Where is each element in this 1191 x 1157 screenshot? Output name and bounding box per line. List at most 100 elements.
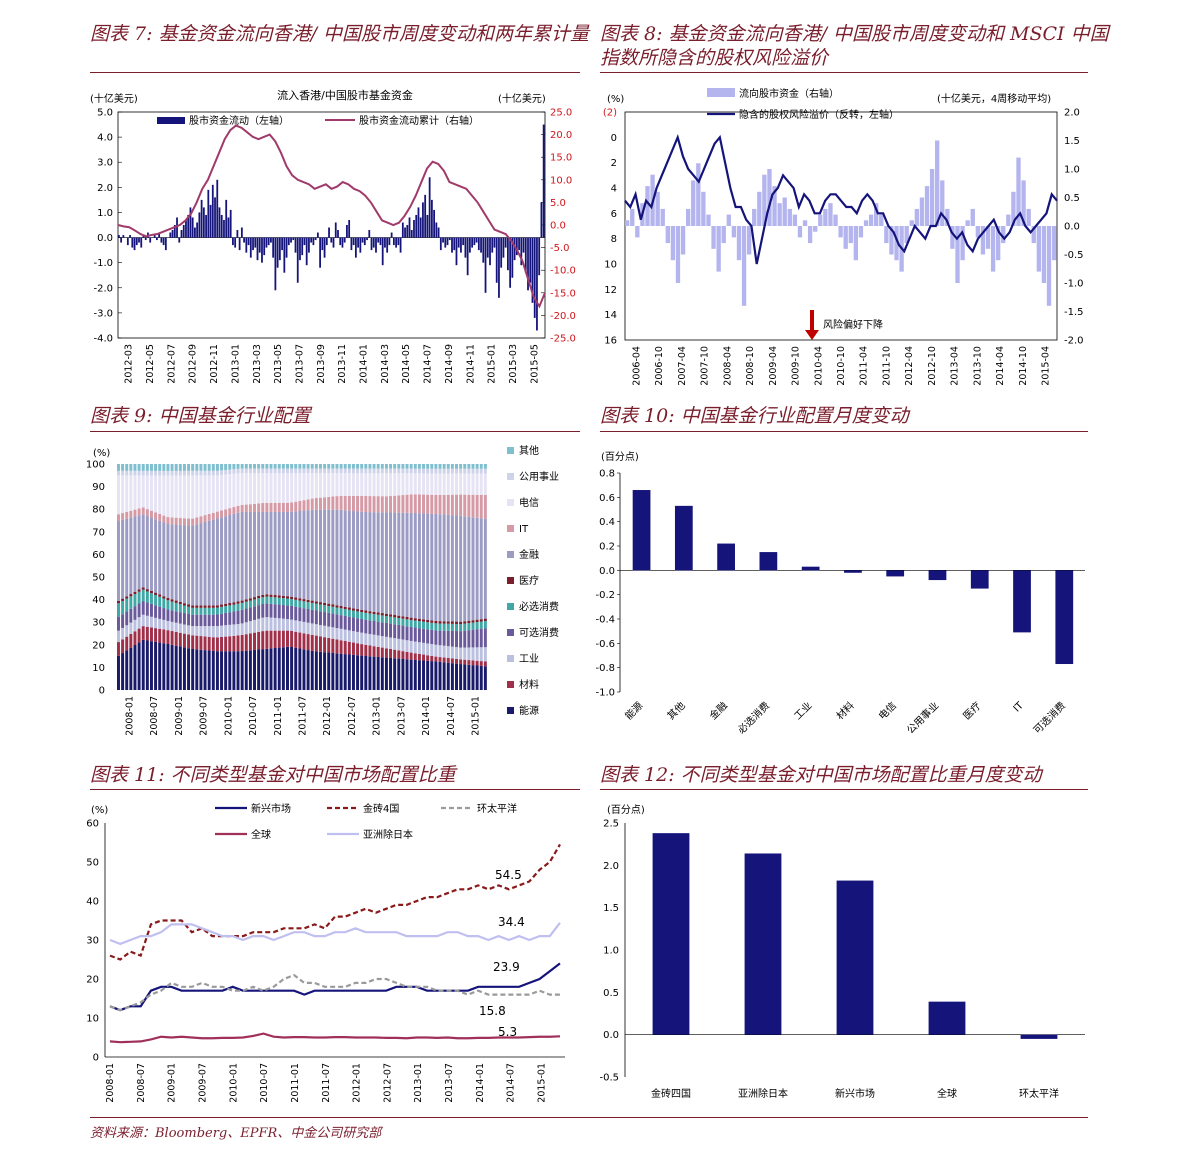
stacked-segment — [187, 475, 191, 519]
flow-bar — [171, 230, 174, 238]
stacked-segment — [364, 511, 368, 611]
y-tick-label: 30 — [86, 936, 99, 947]
stacked-segment — [298, 632, 302, 649]
stacked-segment — [145, 470, 149, 476]
x-tick-label: 2010-01 — [223, 696, 234, 736]
stacked-segment — [372, 634, 376, 647]
stacked-segment — [240, 473, 244, 505]
stacked-segment — [290, 464, 294, 469]
stacked-segment — [203, 650, 207, 690]
stacked-segment — [389, 468, 393, 474]
x-tick-label: 2009-01 — [174, 696, 185, 736]
stacked-segment — [166, 620, 170, 631]
stacked-segment — [228, 612, 232, 625]
stacked-segment — [195, 614, 199, 627]
stacked-segment — [228, 474, 232, 509]
flow-bar — [240, 227, 243, 238]
stacked-segment — [236, 603, 240, 611]
stacked-segment — [450, 464, 454, 469]
stacked-segment — [327, 473, 331, 497]
left-tick-label: -1.0 — [93, 258, 113, 269]
y-tick-label: 2.0 — [603, 861, 619, 872]
stacked-segment — [351, 642, 355, 655]
stacked-segment — [380, 636, 384, 648]
flow-bar — [498, 237, 500, 298]
stacked-segment — [117, 642, 120, 656]
legend-label: 新兴市场 — [251, 802, 291, 815]
flow-bar — [265, 237, 268, 248]
flow-bar — [292, 237, 295, 241]
flow-bar — [471, 237, 474, 248]
legend-label: 材料 — [519, 678, 539, 691]
stacked-segment — [228, 651, 232, 690]
category-label: 可选消费 — [1031, 699, 1068, 736]
flow-bar — [395, 237, 398, 248]
stacked-segment — [302, 500, 306, 511]
stacked-segment — [401, 512, 405, 617]
stacked-segment — [393, 512, 397, 616]
stacked-segment — [405, 464, 409, 469]
x-tick-label: 2010-07 — [259, 1063, 270, 1103]
flow-bar — [435, 222, 438, 238]
stacked-segment — [306, 650, 310, 690]
y-tick-label: 10 — [92, 663, 105, 674]
flow-bar — [504, 237, 507, 248]
legend-label: 能源 — [519, 704, 539, 717]
stacked-segment — [133, 644, 137, 690]
stacked-segment — [417, 660, 421, 690]
stacked-segment — [199, 464, 203, 471]
stacked-segment — [459, 624, 463, 632]
flow-bar — [741, 226, 747, 306]
stacked-segment — [236, 464, 240, 469]
x-tick-label: 2013-07 — [396, 696, 407, 736]
stacked-segment — [154, 628, 158, 642]
stacked-segment — [479, 494, 483, 519]
stacked-segment — [207, 650, 211, 690]
stacked-segment — [409, 640, 413, 653]
x-tick-label: 2014-05 — [401, 344, 412, 384]
stacked-segment — [170, 475, 174, 518]
stacked-segment — [430, 473, 434, 495]
stacked-segment — [393, 464, 397, 469]
stacked-segment — [125, 650, 129, 690]
stacked-segment — [162, 608, 166, 620]
stacked-segment — [261, 503, 265, 512]
stacked-segment — [323, 468, 327, 474]
stacked-segment — [182, 624, 186, 634]
stacked-segment — [232, 473, 236, 508]
stacked-segment — [351, 468, 355, 474]
stacked-segment — [434, 630, 438, 645]
flow-bar — [406, 225, 409, 238]
stacked-segment — [253, 599, 257, 607]
stacked-segment — [133, 516, 137, 592]
flow-bar — [129, 235, 131, 238]
flow-bar — [176, 217, 178, 238]
stacked-segment — [220, 651, 224, 690]
stacked-segment — [331, 606, 335, 614]
stacked-segment — [397, 512, 401, 616]
flow-bar — [256, 237, 259, 261]
stacked-segment — [438, 623, 442, 631]
stacked-segment — [117, 470, 120, 476]
stacked-segment — [298, 598, 302, 601]
stacked-segment — [310, 464, 314, 469]
flow-bar — [285, 237, 288, 258]
stacked-segment — [236, 651, 240, 690]
flow-bar — [960, 226, 965, 261]
stacked-segment — [215, 605, 219, 608]
flow-bar — [243, 237, 245, 243]
x-tick-label: 2013-01 — [372, 696, 383, 736]
flow-bar — [444, 237, 447, 248]
stacked-segment — [475, 629, 479, 648]
stacked-segment — [467, 620, 471, 624]
flow-bar — [274, 237, 277, 291]
stacked-segment — [459, 631, 463, 648]
stacked-segment — [290, 511, 294, 597]
stacked-segment — [117, 630, 120, 643]
right-tick-label: 10.0 — [550, 175, 572, 186]
stacked-segment — [356, 618, 360, 632]
left-unit: (十亿美元) — [90, 92, 138, 105]
stacked-segment — [166, 464, 170, 471]
stacked-segment — [397, 624, 401, 639]
stacked-segment — [211, 626, 215, 638]
